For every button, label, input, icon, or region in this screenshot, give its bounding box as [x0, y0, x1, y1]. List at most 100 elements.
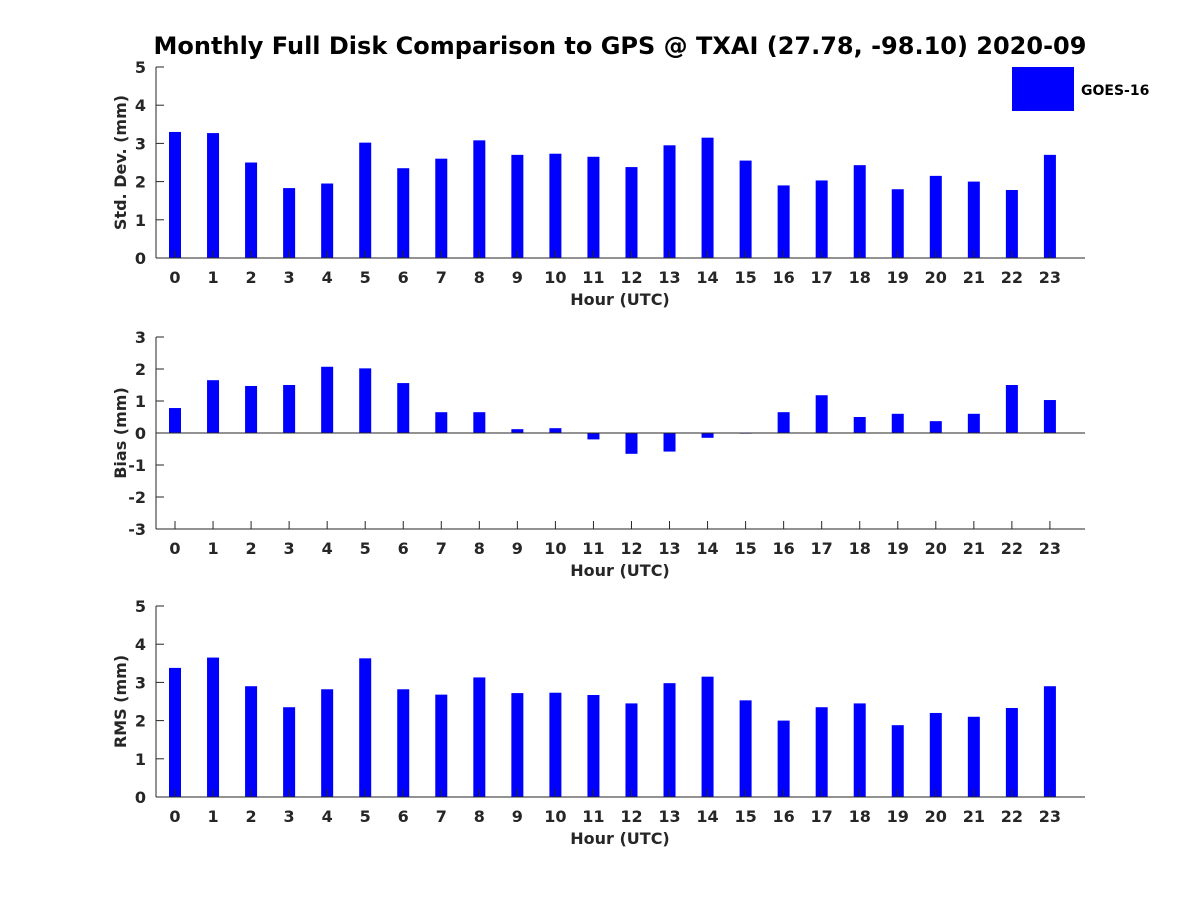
- bar: [169, 667, 181, 797]
- x-tick-label: 6: [398, 539, 409, 558]
- bar: [283, 188, 296, 258]
- bar: [891, 725, 904, 797]
- x-tick-label: 14: [696, 268, 718, 287]
- x-tick-label: 14: [696, 539, 718, 558]
- x-tick-label: 10: [544, 539, 566, 558]
- bar: [511, 154, 524, 258]
- x-tick-label: 11: [582, 268, 604, 287]
- x-tick-label: 20: [925, 807, 947, 826]
- bar: [283, 385, 296, 433]
- x-tick-label: 3: [284, 268, 295, 287]
- bar: [929, 421, 942, 433]
- bar: [1043, 686, 1056, 797]
- bar: [625, 167, 638, 258]
- x-tick-label: 3: [284, 539, 295, 558]
- bar: [739, 160, 752, 258]
- bar: [853, 165, 866, 258]
- bar: [1043, 400, 1056, 433]
- x-tick-label: 13: [658, 268, 680, 287]
- x-tick-label: 8: [474, 539, 485, 558]
- bar: [359, 142, 372, 258]
- bar: [473, 412, 486, 433]
- x-tick-label: 14: [696, 807, 718, 826]
- bar: [891, 189, 904, 258]
- y-tick-label: 2: [135, 173, 146, 192]
- legend-label: GOES-16: [1081, 83, 1149, 99]
- x-tick-label: 23: [1039, 807, 1061, 826]
- legend-swatch: [1012, 67, 1074, 111]
- bar: [359, 658, 372, 797]
- bar: [321, 689, 334, 797]
- x-tick-label: 16: [773, 539, 795, 558]
- y-tick-label: 2: [135, 360, 146, 379]
- x-tick-label: 7: [436, 268, 447, 287]
- y-tick-label: -2: [128, 488, 146, 507]
- bar: [245, 686, 258, 797]
- y-tick-label: 0: [135, 249, 146, 268]
- bar: [321, 183, 334, 258]
- bar: [587, 433, 600, 440]
- bar: [739, 700, 752, 797]
- x-tick-label: 16: [773, 268, 795, 287]
- x-tick-label: 21: [963, 268, 985, 287]
- x-tick-label: 13: [658, 539, 680, 558]
- bar: [929, 175, 942, 258]
- bar: [587, 695, 600, 797]
- bar: [777, 185, 790, 258]
- x-tick-label: 8: [474, 268, 485, 287]
- x-tick-label: 22: [1001, 539, 1023, 558]
- y-tick-label: 4: [135, 635, 146, 654]
- bar: [815, 395, 828, 433]
- x-tick-label: 23: [1039, 539, 1061, 558]
- y-tick-label: -3: [128, 520, 146, 539]
- x-tick-label: 11: [582, 539, 604, 558]
- bar: [359, 368, 372, 433]
- x-tick-label: 16: [773, 807, 795, 826]
- x-tick-label: 21: [963, 807, 985, 826]
- x-axis-label: Hour (UTC): [570, 829, 670, 848]
- bar: [435, 694, 448, 797]
- bar: [511, 693, 524, 797]
- bar: [207, 133, 220, 258]
- bar: [435, 158, 448, 258]
- x-tick-label: 22: [1001, 268, 1023, 287]
- bar: [207, 657, 220, 797]
- bar: [587, 156, 600, 258]
- bar: [929, 712, 942, 797]
- x-tick-label: 15: [734, 807, 756, 826]
- x-tick-label: 9: [512, 539, 523, 558]
- bar: [397, 383, 410, 433]
- bar: [1005, 190, 1018, 258]
- x-tick-label: 19: [887, 268, 909, 287]
- x-tick-label: 22: [1001, 807, 1023, 826]
- x-tick-label: 2: [246, 268, 257, 287]
- y-tick-label: 5: [135, 58, 146, 77]
- bar: [511, 429, 524, 433]
- bar: [245, 385, 258, 433]
- x-tick-label: 21: [963, 539, 985, 558]
- bar: [549, 153, 562, 258]
- bar: [625, 703, 638, 797]
- y-tick-label: 0: [135, 424, 146, 443]
- bar: [625, 433, 638, 454]
- x-tick-label: 2: [246, 807, 257, 826]
- bar: [815, 180, 828, 258]
- bar: [549, 428, 562, 433]
- y-tick-label: 3: [135, 673, 146, 692]
- bar: [169, 408, 181, 433]
- bar: [853, 703, 866, 797]
- bar: [473, 677, 486, 797]
- x-tick-label: 7: [436, 539, 447, 558]
- bar: [701, 137, 714, 258]
- x-tick-label: 12: [620, 807, 642, 826]
- bar: [777, 412, 790, 433]
- x-tick-label: 13: [658, 807, 680, 826]
- bar: [701, 676, 714, 797]
- bar: [1005, 385, 1018, 433]
- x-tick-label: 2: [246, 539, 257, 558]
- x-tick-label: 17: [811, 539, 833, 558]
